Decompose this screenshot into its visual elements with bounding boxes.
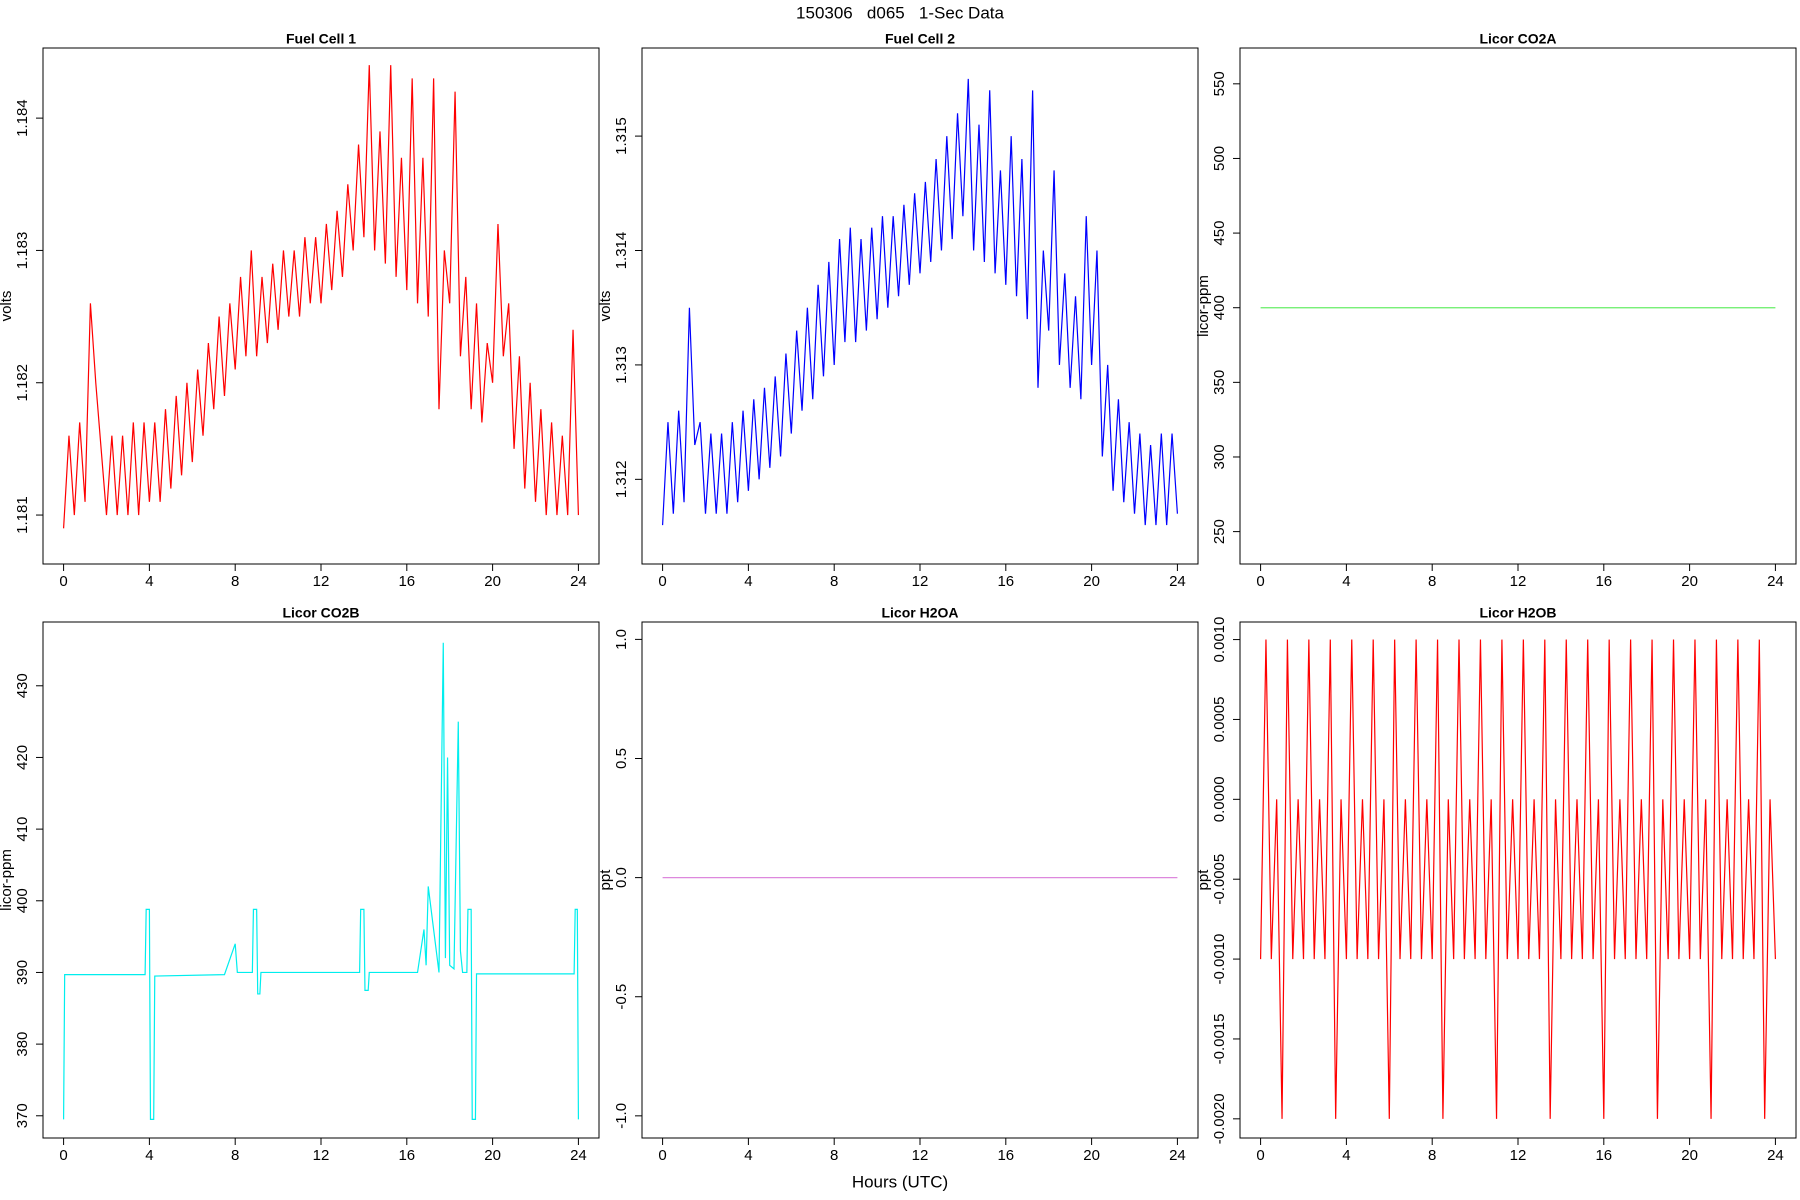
- x-tick-label: 24: [1169, 573, 1186, 590]
- x-tick-label: 16: [398, 1147, 415, 1164]
- y-tick-label: 1.184: [14, 99, 31, 137]
- y-tick-label: 1.182: [14, 364, 31, 402]
- y-tick-label: 250: [1211, 519, 1228, 544]
- x-tick-label: 20: [1681, 573, 1698, 590]
- x-tick-label: 4: [744, 573, 752, 590]
- x-tick-label: 24: [1767, 1147, 1784, 1164]
- y-tick-label: 1.312: [613, 461, 630, 499]
- x-tick-label: 20: [484, 573, 501, 590]
- x-tick-label: 8: [231, 1147, 239, 1164]
- x-tick-label: 24: [1169, 1147, 1186, 1164]
- y-axis-label: licor-ppm: [1195, 275, 1212, 337]
- data-line: [62, 642, 580, 1120]
- plot-frame: [1239, 621, 1797, 1139]
- x-tick-label: 8: [231, 573, 239, 590]
- x-tick-label: 4: [744, 1147, 752, 1164]
- y-tick-label: 500: [1211, 146, 1228, 171]
- y-axis-label: volts: [0, 291, 15, 322]
- plot-frame: [1239, 47, 1797, 565]
- y-tick-label: 1.314: [613, 232, 630, 270]
- plot-frame: [641, 621, 1199, 1139]
- y-tick-label: 1.0: [613, 629, 630, 650]
- y-tick-label: 380: [14, 1032, 31, 1057]
- x-tick-label: 20: [1083, 1147, 1100, 1164]
- y-tick-label: 1.183: [14, 232, 31, 270]
- x-tick-label: 16: [997, 1147, 1014, 1164]
- x-tick-label: 0: [1256, 573, 1264, 590]
- x-tick-label: 20: [484, 1147, 501, 1164]
- y-tick-label: 400: [1211, 295, 1228, 320]
- x-tick-label: 12: [912, 573, 929, 590]
- y-tick-label: 1.181: [14, 496, 31, 534]
- y-tick-label: 420: [14, 745, 31, 770]
- y-axis-label: ppt: [597, 869, 614, 891]
- x-tick-label: 4: [1342, 1147, 1350, 1164]
- x-tick-label: 16: [1595, 573, 1612, 590]
- x-tick-label: 16: [398, 573, 415, 590]
- x-tick-label: 4: [145, 573, 153, 590]
- x-tick-label: 0: [59, 1147, 67, 1164]
- x-tick-label: 20: [1681, 1147, 1698, 1164]
- x-axis-label: Hours (UTC): [852, 1172, 948, 1191]
- y-tick-label: 350: [1211, 370, 1228, 395]
- y-tick-label: 450: [1211, 221, 1228, 246]
- x-tick-label: 24: [1767, 573, 1784, 590]
- y-tick-label: 0.0005: [1211, 697, 1228, 743]
- x-tick-label: 24: [570, 573, 587, 590]
- data-line: [1259, 639, 1777, 1119]
- y-tick-label: 0.0000: [1211, 776, 1228, 822]
- x-tick-label: 16: [1595, 1147, 1612, 1164]
- y-tick-label: 1.315: [613, 117, 630, 155]
- y-tick-label: -0.5: [613, 984, 630, 1010]
- panel-title: Licor CO2B: [282, 605, 359, 621]
- y-tick-label: -1.0: [613, 1103, 630, 1129]
- panel-title: Licor CO2A: [1479, 31, 1556, 47]
- x-tick-label: 12: [912, 1147, 929, 1164]
- y-tick-label: 300: [1211, 444, 1228, 469]
- y-tick-label: -0.0015: [1211, 1014, 1228, 1065]
- y-tick-label: 550: [1211, 71, 1228, 96]
- y-tick-label: 0.5: [613, 748, 630, 769]
- x-tick-label: 12: [313, 573, 330, 590]
- x-tick-label: 20: [1083, 573, 1100, 590]
- x-tick-label: 8: [1428, 573, 1436, 590]
- y-tick-label: 400: [14, 888, 31, 913]
- x-tick-label: 0: [658, 1147, 666, 1164]
- y-tick-label: -0.0020: [1211, 1093, 1228, 1144]
- panel-title: Fuel Cell 1: [286, 31, 356, 47]
- x-tick-label: 8: [830, 1147, 838, 1164]
- x-tick-label: 8: [1428, 1147, 1436, 1164]
- x-tick-label: 8: [830, 573, 838, 590]
- panel-title: Licor H2OB: [1479, 605, 1556, 621]
- x-tick-label: 0: [658, 573, 666, 590]
- plot-frame: [42, 621, 600, 1139]
- y-tick-label: -0.0005: [1211, 854, 1228, 905]
- x-tick-label: 16: [997, 573, 1014, 590]
- y-axis-label: volts: [597, 291, 614, 322]
- y-tick-label: 0.0010: [1211, 617, 1228, 663]
- y-axis-label: licor-ppm: [0, 849, 15, 911]
- x-tick-label: 24: [570, 1147, 587, 1164]
- x-tick-label: 12: [1510, 573, 1527, 590]
- x-tick-label: 0: [59, 573, 67, 590]
- y-tick-label: -0.0010: [1211, 934, 1228, 985]
- x-tick-label: 4: [1342, 573, 1350, 590]
- data-line: [661, 78, 1179, 526]
- panel-title: Fuel Cell 2: [885, 31, 955, 47]
- y-axis-label: ppt: [1195, 869, 1212, 891]
- y-tick-label: 370: [14, 1103, 31, 1128]
- data-line: [62, 65, 580, 529]
- y-tick-label: 390: [14, 960, 31, 985]
- x-tick-label: 0: [1256, 1147, 1264, 1164]
- y-tick-label: 1.313: [613, 346, 630, 384]
- x-tick-label: 12: [313, 1147, 330, 1164]
- y-tick-label: 410: [14, 817, 31, 842]
- page-title: 150306 d065 1-Sec Data: [796, 3, 1004, 22]
- x-tick-label: 12: [1510, 1147, 1527, 1164]
- y-tick-label: 0.0: [613, 867, 630, 888]
- x-tick-label: 4: [145, 1147, 153, 1164]
- panel-title: Licor H2OA: [881, 605, 958, 621]
- y-tick-label: 430: [14, 673, 31, 698]
